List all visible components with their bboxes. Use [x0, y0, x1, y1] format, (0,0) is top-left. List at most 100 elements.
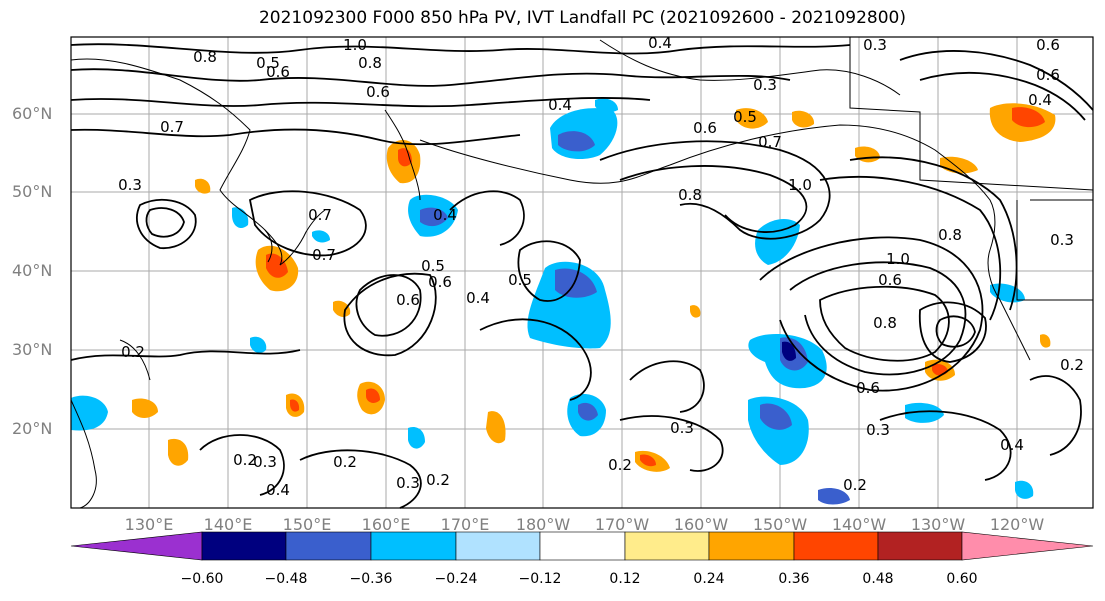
taiwan-coastline	[119, 339, 151, 381]
contour-label: 0.6	[693, 119, 717, 137]
philippines-coastline	[70, 399, 97, 509]
contour-label: 0.4	[266, 481, 290, 499]
contour-label: 0.8	[873, 314, 897, 332]
colorbar-tick: 0.36	[778, 571, 810, 587]
neg-anomaly-patch	[782, 341, 796, 361]
contour-label: 0.4	[1000, 436, 1024, 454]
contour-label: 0.3	[253, 453, 277, 471]
aleutians-coastline	[419, 139, 671, 184]
japan-coastline	[279, 209, 326, 266]
contour-line	[136, 198, 197, 249]
colorbar-segment	[539, 531, 626, 561]
colorbar-segment	[455, 531, 541, 561]
contour-label: 0.3	[396, 474, 420, 492]
plot-frame	[70, 36, 1094, 509]
contour-line	[517, 240, 581, 302]
lat-label-60n: 60°N	[12, 104, 53, 123]
colorbar-segment	[961, 531, 1094, 561]
shaded-anomalies	[71, 98, 1056, 505]
contour-label: 0.6	[396, 291, 420, 309]
colorbar-segment	[370, 531, 457, 561]
contour-label: 0.6	[366, 83, 390, 101]
alaska-coastline	[599, 39, 901, 96]
contour-label: 0.2	[608, 456, 632, 474]
contour-line	[1029, 375, 1082, 456]
state-borders	[1016, 200, 1093, 301]
contour-line	[759, 236, 984, 392]
lon-label-160e: 160°E	[361, 515, 411, 534]
contour-label: 0.5	[421, 257, 445, 275]
pos-anomaly-patch	[333, 300, 351, 317]
contour-label: 0.7	[312, 246, 336, 264]
contour-line	[899, 50, 1094, 111]
contour-label: 0.4	[433, 206, 457, 224]
contour-label: 0.2	[233, 451, 257, 469]
neg-anomaly-patch	[312, 230, 330, 243]
pos-anomaly-patch	[266, 253, 288, 278]
pos-anomaly-patch	[290, 399, 300, 412]
contour-line	[819, 285, 950, 362]
pos-anomaly-patch	[792, 110, 815, 128]
neg-anomaly-patch	[555, 268, 597, 298]
contour-lines	[70, 43, 1094, 509]
contour-label: 1.0	[788, 176, 812, 194]
contour-label: 0.8	[938, 226, 962, 244]
contour-label: 0.8	[358, 54, 382, 72]
lon-label-170w: 170°W	[594, 515, 650, 534]
colorbar-segment	[70, 531, 203, 561]
pos-anomaly-patch	[1012, 107, 1045, 128]
contour-label: 0.6	[878, 271, 902, 289]
contour-label: 0.4	[1028, 91, 1052, 109]
contour-line	[819, 175, 1002, 321]
contour-label: 0.6	[266, 63, 290, 81]
pos-anomaly-patch	[168, 438, 189, 466]
contour-label: 0.5	[733, 108, 757, 126]
contour-label: 0.4	[648, 34, 672, 52]
lon-label-180w: 180°W	[515, 515, 571, 534]
colorbar-segment	[877, 531, 963, 561]
lon-label-120w: 120°W	[989, 515, 1045, 534]
contour-label: 0.2	[121, 343, 145, 361]
contour-line	[355, 274, 422, 337]
pos-anomaly-patch	[1040, 334, 1051, 348]
lon-label-160w: 160°W	[673, 515, 729, 534]
contour-label: 0.4	[466, 289, 490, 307]
contour-line	[935, 315, 976, 348]
contour-line	[918, 301, 987, 363]
colorbar-segment	[793, 531, 879, 561]
contour-line	[70, 68, 791, 87]
contour-label: 0.5	[508, 271, 532, 289]
japan-coastline	[264, 229, 273, 263]
contour-line	[70, 128, 521, 146]
contour-label: 0.6	[1036, 66, 1060, 84]
pos-anomaly-patch	[690, 305, 701, 318]
colorbar-segment	[624, 531, 710, 561]
neg-anomaly-patch	[595, 98, 618, 113]
colorbar-tick: 0.12	[609, 571, 641, 587]
contour-label: 0.5	[256, 54, 280, 72]
contour-line	[619, 165, 808, 233]
neg-anomaly-patch	[558, 131, 595, 152]
contour-label: 0.2	[333, 453, 357, 471]
contour-label: 0.3	[1050, 231, 1074, 249]
contour-line	[70, 43, 851, 55]
contour-label: 0.6	[428, 273, 452, 291]
pos-anomaly-patch	[398, 148, 412, 167]
contour-label: 0.7	[160, 118, 184, 136]
lon-label-130e: 130°E	[124, 515, 174, 534]
contour-line	[70, 349, 301, 361]
contour-line	[789, 261, 967, 376]
lon-label-140e: 140°E	[203, 515, 253, 534]
neg-anomaly-patch	[420, 207, 448, 227]
colorbar	[70, 531, 1094, 561]
pos-anomaly-patch	[195, 178, 211, 194]
colorbar-segment	[285, 531, 372, 561]
contour-label-group: 0.8 1.0 0.4 0.3 0.6 0.5 0.6 0.8 0.3 0.4 …	[118, 34, 1084, 499]
colorbar-segments	[70, 531, 1094, 561]
contour-label: 1.0	[886, 250, 910, 268]
pos-anomaly-patch	[486, 411, 506, 444]
lat-label-50n: 50°N	[12, 182, 53, 201]
contour-line	[849, 156, 1018, 311]
lat-label-40n: 40°N	[12, 261, 53, 280]
lon-label-150e: 150°E	[282, 515, 332, 534]
